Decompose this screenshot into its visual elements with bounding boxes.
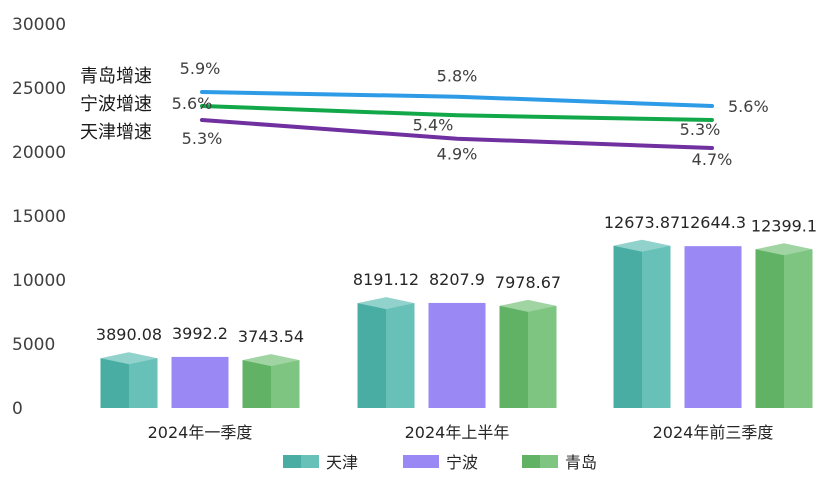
y-tick-label: 15000 [12,207,66,227]
legend-swatch-青岛-left [522,455,540,468]
growth-value-label: 5.3% [680,120,721,139]
bar-青岛-right-face [271,360,300,408]
legend-swatch-宁波 [403,455,439,468]
growth-line-青岛增速 [200,90,714,108]
bar-青岛-top-face [242,354,300,367]
bar-天津-right-face [129,358,158,408]
growth-line-宁波增速 [200,104,714,122]
y-tick-label: 10000 [12,271,66,291]
bar-青岛-top-face [755,243,813,256]
growth-value-label: 5.8% [437,67,478,86]
legend-label: 天津 [326,453,358,472]
bar-value-label: 12399.1 [751,216,817,235]
bar-天津-right-face [642,245,671,408]
bar-天津-top-face [100,352,158,365]
bar-青岛-left-face [499,305,528,408]
legend-label: 宁波 [446,453,478,472]
bar-value-label: 7978.67 [495,273,561,292]
bar-value-label: 3890.08 [96,325,162,344]
growth-value-label: 5.3% [182,129,223,148]
y-tick-label: 0 [12,399,23,419]
growth-series-label: 青岛增速 [80,66,152,87]
bar-value-label: 8191.12 [353,270,419,289]
bar-value-label: 12644.3 [680,213,746,232]
y-tick-label: 30000 [12,15,66,35]
y-tick-label: 25000 [12,79,66,99]
legend-swatch-天津-left [283,455,301,468]
x-category-label: 2024年上半年 [405,423,510,442]
bar-宁波 [428,302,486,408]
bar-青岛-left-face [242,360,271,408]
bar-天津-left-face [100,358,129,408]
bar-天津-left-face [357,303,386,408]
bar-宁波 [171,356,229,408]
bar-value-label: 8207.9 [429,270,485,289]
bar-value-label: 3992.2 [172,324,228,343]
bar-天津-top-face [357,297,415,310]
bar-宁波 [684,246,742,408]
growth-value-label: 5.4% [413,115,454,134]
bar-天津-right-face [386,303,415,408]
bar-value-label: 12673.87 [604,213,680,232]
legend-label: 青岛 [565,453,597,472]
bar-青岛-top-face [499,299,557,312]
bar-青岛-right-face [784,249,813,408]
x-category-label: 2024年一季度 [148,423,253,442]
growth-value-label: 4.9% [437,145,478,164]
growth-value-label: 5.6% [172,94,213,113]
bar-天津-left-face [613,245,642,408]
y-tick-label: 20000 [12,143,66,163]
growth-series-label: 宁波增速 [80,94,152,115]
legend-swatch-青岛-right [540,455,558,468]
growth-value-label: 5.6% [728,97,769,116]
x-category-label: 2024年前三季度 [653,423,774,442]
bar-青岛-left-face [755,249,784,408]
bar-value-label: 3743.54 [238,327,304,346]
growth-value-label: 5.9% [180,59,221,78]
growth-value-label: 4.7% [692,150,733,169]
bar-青岛-right-face [528,305,557,408]
growth-line-天津增速 [200,118,714,150]
growth-series-label: 天津增速 [80,122,152,143]
legend-swatch-天津-right [301,455,319,468]
bar-天津-top-face [613,239,671,252]
y-tick-label: 5000 [12,335,55,355]
